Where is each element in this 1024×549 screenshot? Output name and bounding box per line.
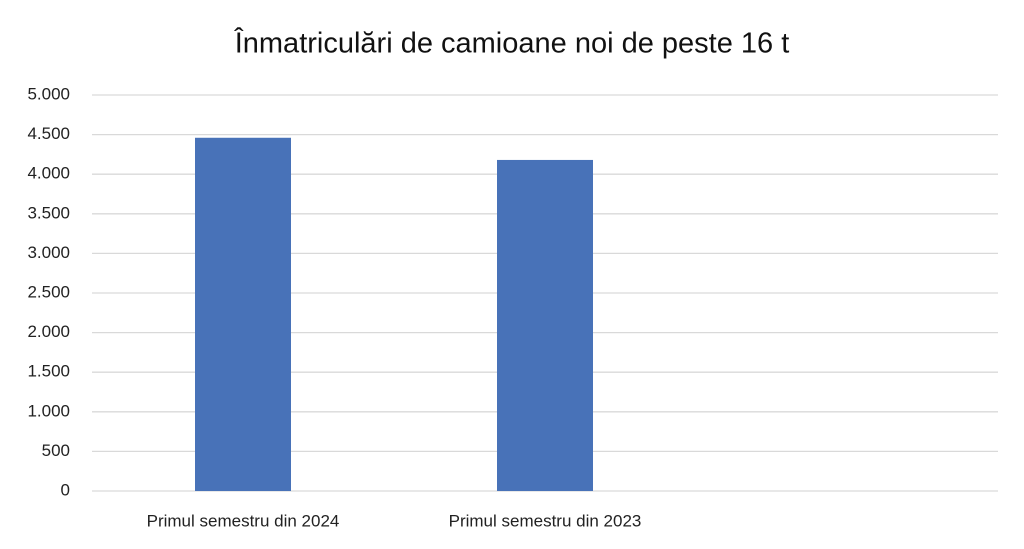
y-tick-label: 3.500 <box>27 203 70 222</box>
y-tick-label: 4.000 <box>27 164 70 183</box>
chart-title: Înmatriculări de camioane noi de peste 1… <box>234 27 790 60</box>
x-tick-label: Primul semestru din 2024 <box>147 511 340 530</box>
y-tick-label: 1.000 <box>27 401 70 420</box>
y-tick-label: 0 <box>61 480 70 499</box>
y-tick-label: 2.500 <box>27 282 70 301</box>
x-tick-label: Primul semestru din 2023 <box>449 511 642 530</box>
y-tick-label: 500 <box>42 441 70 460</box>
y-tick-label: 5.000 <box>27 84 70 103</box>
y-tick-label: 3.000 <box>27 243 70 262</box>
y-tick-label: 2.000 <box>27 322 70 341</box>
bar <box>195 137 291 491</box>
y-tick-label: 4.500 <box>27 124 70 143</box>
y-tick-label: 1.500 <box>27 362 70 381</box>
bar <box>497 159 593 491</box>
